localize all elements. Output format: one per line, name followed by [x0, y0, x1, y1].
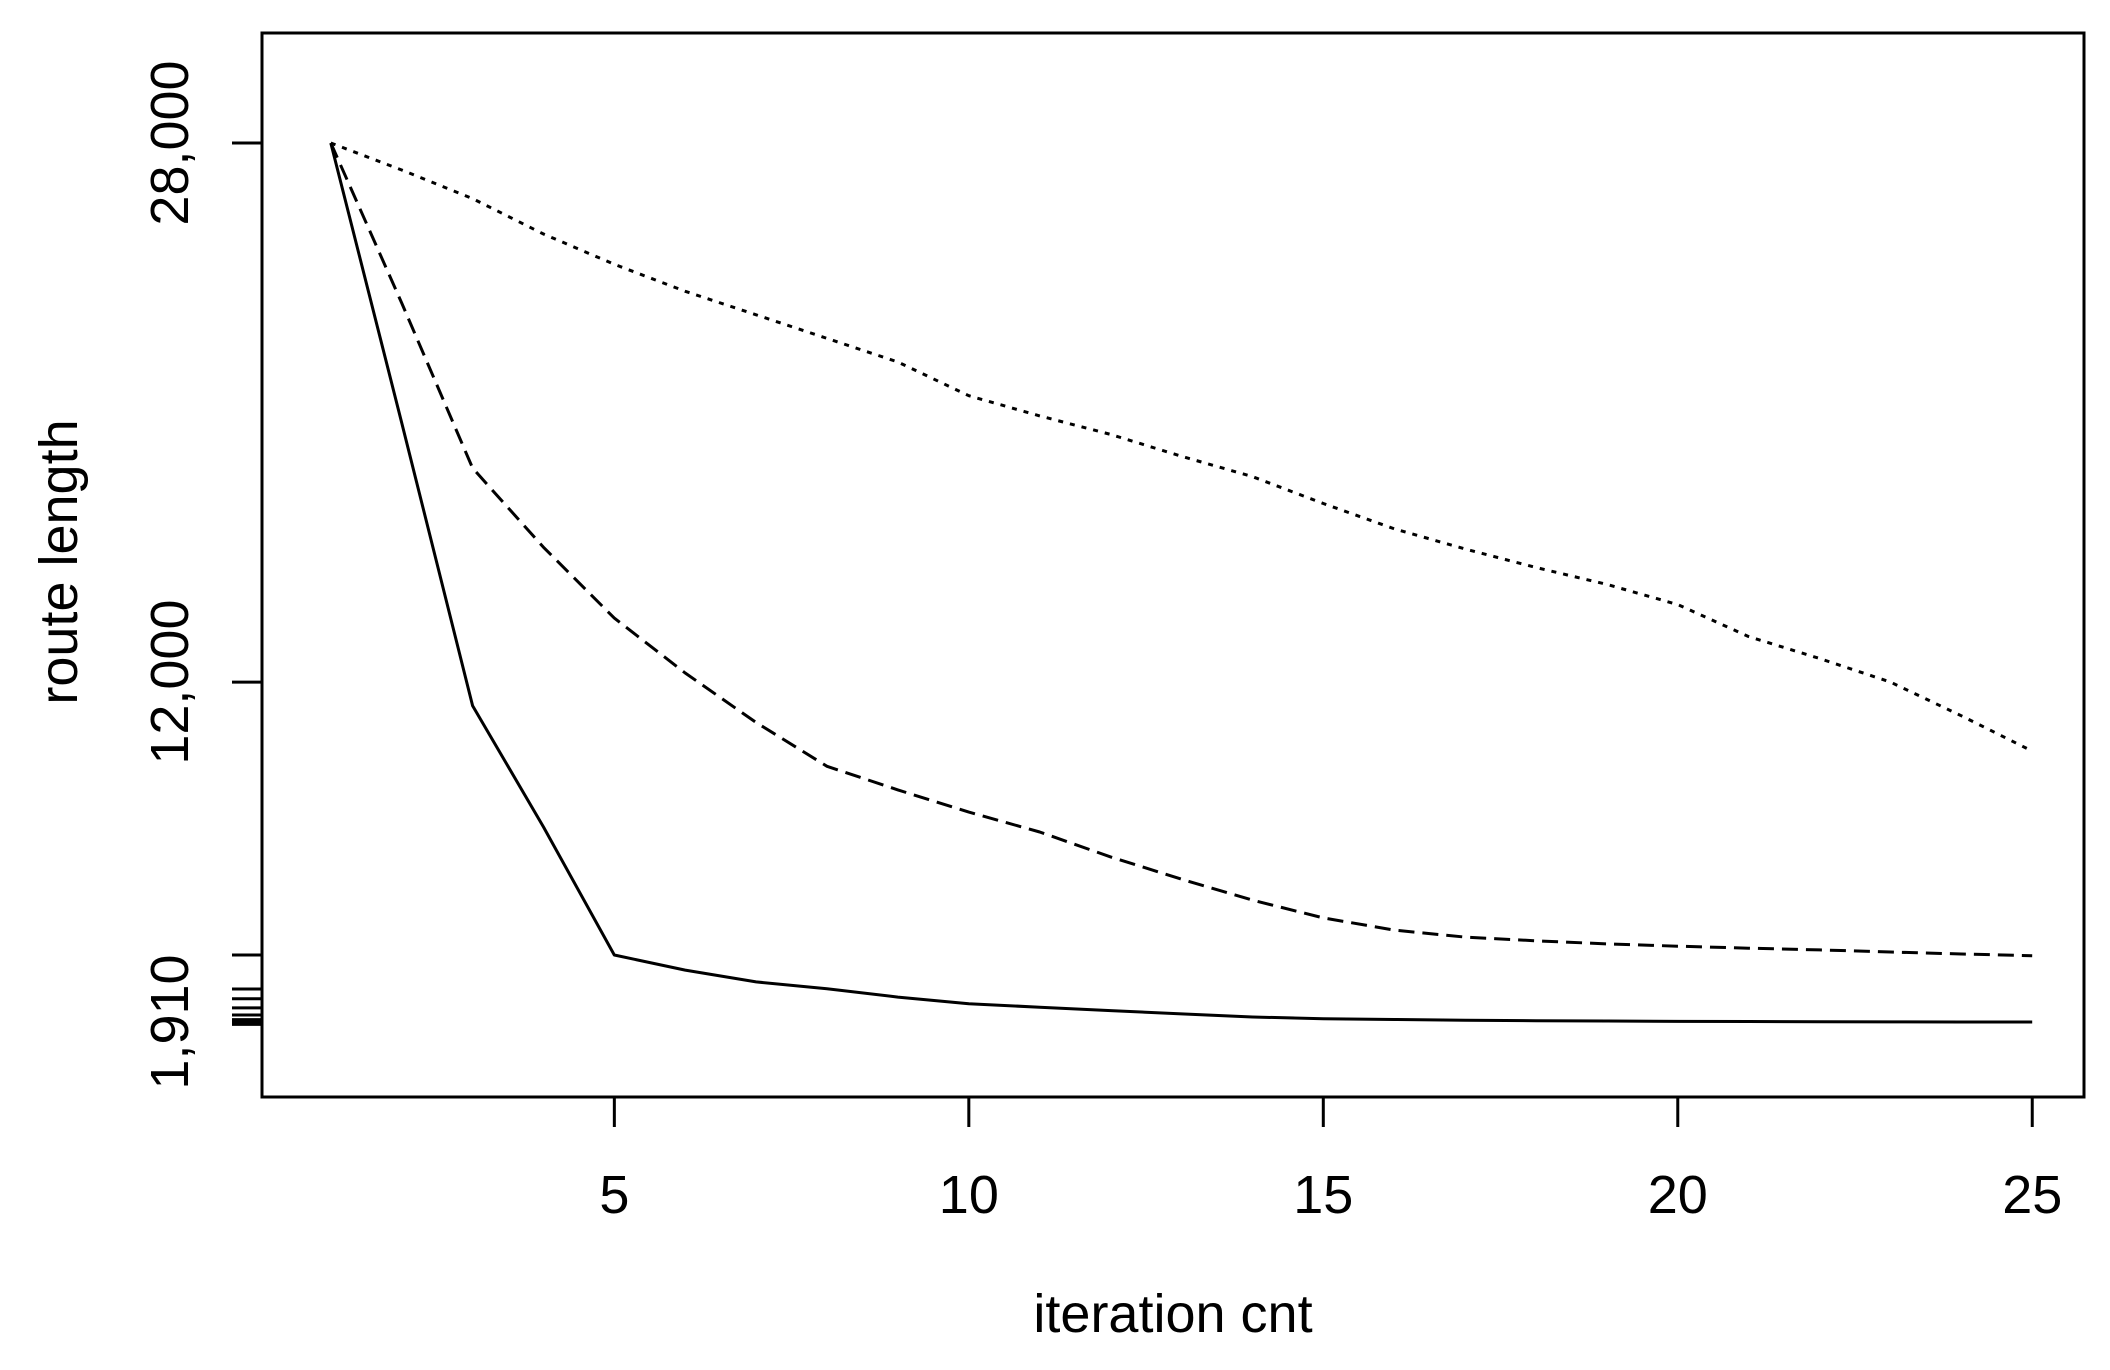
x-tick-label-20: 20	[1648, 1165, 1708, 1225]
series-group	[329, 141, 2033, 1024]
plot-border	[260, 31, 2086, 1099]
x-axis-tick-labels: 5 10 15 20 25	[599, 1165, 2062, 1225]
y-tick-label-28000: 28,000	[140, 60, 200, 225]
x-tick-label-5: 5	[599, 1165, 629, 1225]
y-axis-title: route length	[29, 419, 89, 704]
x-axis-title: iteration cnt	[1033, 1284, 1312, 1344]
series-dashed-line	[329, 142, 2033, 958]
y-axis-ticks	[232, 141, 262, 1026]
series-solid-line	[329, 142, 2033, 1024]
x-tick-label-25: 25	[2002, 1165, 2062, 1225]
series-dotted-line	[330, 141, 2033, 753]
x-axis-ticks	[612, 1097, 2034, 1127]
y-tick-label-1910: 1,910	[140, 954, 200, 1089]
y-tick-label-12000: 12,000	[140, 600, 200, 765]
x-tick-label-10: 10	[939, 1165, 999, 1225]
x-tick-label-15: 15	[1293, 1165, 1353, 1225]
y-axis-tick-labels: 28,000 12,000 1,910	[140, 60, 200, 1089]
